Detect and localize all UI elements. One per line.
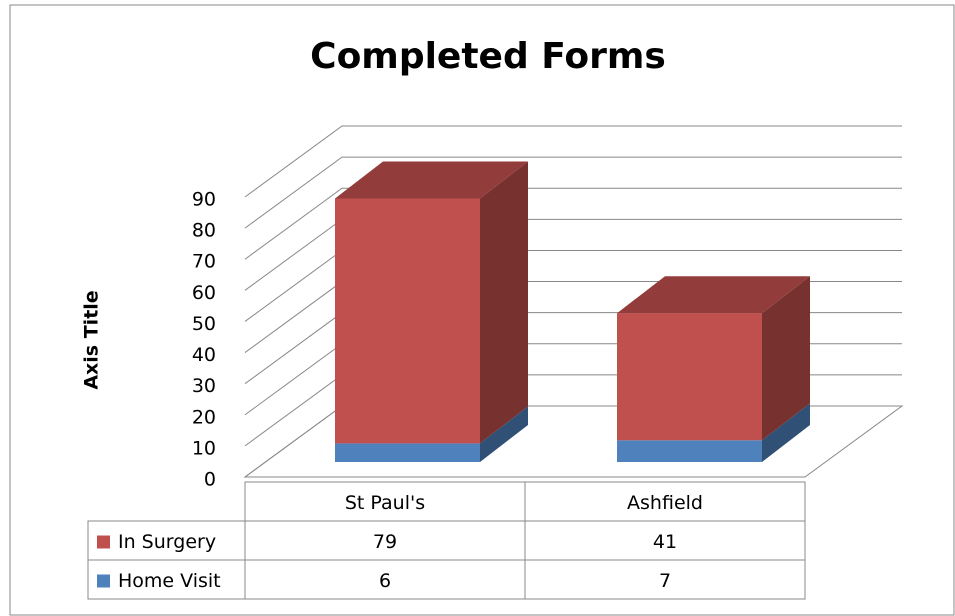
grid-line [244,125,902,198]
y-tick-label: 10 [192,437,216,459]
y-tick-label: 60 [192,282,216,304]
y-tick-label: 20 [192,406,216,428]
bar [617,313,762,441]
bar-side [762,403,810,462]
legend-label: In Surgery [118,531,216,553]
x-tick-label: Ashfield [627,492,703,514]
legend-label: Home Visit [118,570,221,592]
bar [335,443,480,462]
bar-side [480,161,528,444]
table-value: 7 [659,570,671,592]
bar-side [480,406,528,462]
bar-side [762,276,810,441]
x-tick-label: St Paul's [345,492,425,514]
y-axis-title: Axis Title [81,290,103,389]
grid-line [244,187,902,260]
y-tick-label: 80 [192,220,216,242]
y-tick-label: 50 [192,313,216,335]
y-tick-label: 40 [192,344,216,366]
legend-swatch [97,574,110,588]
bar [617,440,762,462]
grid-line [244,156,902,229]
bar [335,198,480,444]
table-value: 79 [373,531,397,553]
data-table [87,481,806,600]
bar-top [617,276,810,314]
bar-top [335,161,528,199]
legend-swatch [97,535,110,549]
table-value: 41 [653,531,677,553]
y-tick-label: 70 [192,251,216,273]
table-value: 6 [379,570,391,592]
y-tick-label: 90 [192,189,216,211]
y-tick-label: 0 [204,469,216,491]
chart-title: Completed Forms [310,36,666,77]
y-tick-label: 30 [192,375,216,397]
